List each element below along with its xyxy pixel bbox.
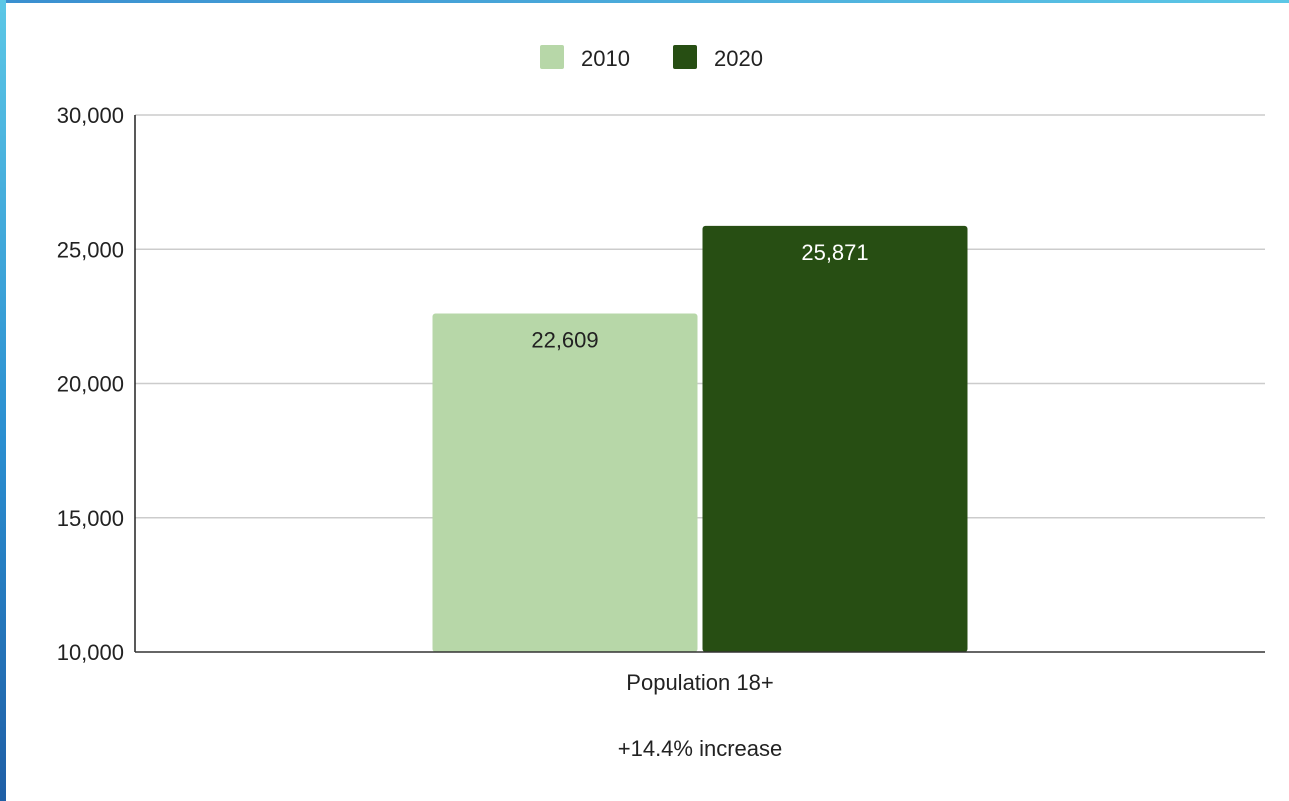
legend-swatch-2020 [673,45,697,69]
x-category-label: Population 18+ [626,670,773,695]
chart-annotation: +14.4% increase [618,736,783,761]
bar-2020 [702,225,968,652]
legend: 2010 2020 [540,45,763,71]
frame-left-border [0,0,6,801]
y-tick-label: 20,000 [57,372,124,397]
y-tick-label: 25,000 [57,237,124,262]
bar-2010 [432,313,698,652]
y-tick-label: 30,000 [57,103,124,128]
frame-top-border [0,0,1289,3]
bar-data-label: 22,609 [531,327,598,352]
legend-label-2010: 2010 [581,46,630,71]
gridlines [135,114,1265,519]
bars: 22,609 25,871 [432,225,968,652]
y-tick-label: 10,000 [57,640,124,665]
legend-swatch-2010 [540,45,564,69]
y-tick-label: 15,000 [57,506,124,531]
bar-data-label: 25,871 [801,240,868,265]
axes: 10,000 15,000 20,000 25,000 30,000 Population… [57,103,1265,695]
legend-label-2020: 2020 [714,46,763,71]
